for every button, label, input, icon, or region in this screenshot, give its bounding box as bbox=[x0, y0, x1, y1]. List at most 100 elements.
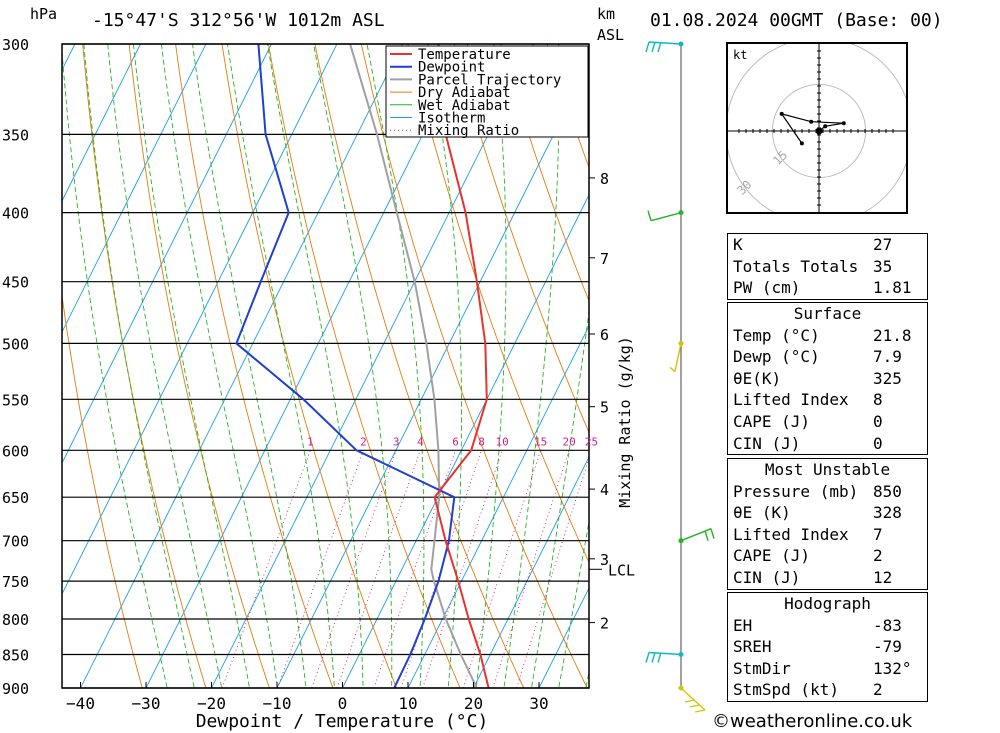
pressure-tick-label: 300 bbox=[2, 36, 29, 54]
legend-label: Isotherm bbox=[418, 111, 485, 127]
surface-dewp-value: 7.9 bbox=[873, 347, 902, 367]
x-tick-label: 20 bbox=[464, 694, 483, 713]
hodograph-point bbox=[841, 121, 846, 126]
mixing-ratio-label: 10 bbox=[495, 435, 508, 448]
mu-cin-label: CIN (J) bbox=[733, 567, 801, 587]
lcl-label: LCL bbox=[608, 561, 635, 579]
mixing-ratio-axis-label: Mixing Ratio (g/kg) bbox=[616, 336, 634, 508]
dry-adiabat-line bbox=[500, 44, 589, 303]
mixing-ratio-line bbox=[516, 456, 589, 688]
mu-li-label: Lifted Index bbox=[733, 524, 849, 544]
x-tick-label: −30 bbox=[132, 694, 161, 713]
km-unit-label: km bbox=[597, 5, 616, 23]
dry-adiabat-line bbox=[62, 292, 143, 688]
location-title: -15°47'S 312°56'W 1012m ASL bbox=[92, 10, 385, 31]
wet-adiabat-line bbox=[107, 44, 223, 688]
surface-thetae-value: 325 bbox=[873, 368, 902, 388]
x-tick-label: −40 bbox=[66, 694, 95, 713]
mu-li-value: 7 bbox=[873, 524, 883, 544]
x-tick-label: −10 bbox=[263, 694, 292, 713]
eh-label: EH bbox=[733, 615, 753, 635]
hodograph-point bbox=[799, 141, 804, 146]
surface-li-value: 8 bbox=[873, 390, 883, 410]
asl-unit-label: ASL bbox=[597, 26, 625, 44]
wind-barb-dot bbox=[678, 210, 684, 216]
mu-cape-label: CAPE (J) bbox=[733, 546, 811, 566]
isotherm-line bbox=[472, 455, 589, 688]
axes-labels: 300350400450500550600650700750800850900−… bbox=[2, 36, 635, 732]
pressure-tick-label: 400 bbox=[2, 205, 29, 223]
totals-totals-label: Totals Totals bbox=[733, 256, 859, 276]
wind-barb bbox=[647, 210, 682, 222]
stmdir-label: StmDir bbox=[733, 658, 791, 678]
wind-barb-dot bbox=[678, 340, 684, 346]
most-unstable-title: Most Unstable bbox=[764, 460, 891, 479]
wind-barb bbox=[680, 687, 706, 713]
pressure-tick-label: 450 bbox=[2, 274, 29, 292]
dry-adiabat-line bbox=[175, 44, 334, 688]
surface-cin-value: 0 bbox=[873, 433, 883, 453]
km-tick-label: 6 bbox=[600, 326, 609, 344]
k-index-value: 27 bbox=[873, 235, 893, 254]
temperature-line bbox=[433, 44, 490, 688]
wind-barb bbox=[680, 528, 715, 542]
pressure-tick-label: 650 bbox=[2, 489, 29, 507]
wind-barb bbox=[669, 343, 682, 372]
mu-pressure-label: Pressure (mb) bbox=[733, 481, 859, 501]
datetime-title: 01.08.2024 00GMT (Base: 00) bbox=[650, 10, 943, 31]
km-tick-label: 5 bbox=[600, 399, 609, 417]
dry-adiabat-line bbox=[955, 24, 1000, 701]
mu-cape-value: 2 bbox=[873, 546, 883, 566]
wet-adiabat-line bbox=[503, 44, 560, 688]
surface-cape-value: 0 bbox=[873, 411, 883, 431]
parcel-line bbox=[349, 44, 478, 688]
km-tick-label: 2 bbox=[600, 615, 609, 633]
isotherm-line bbox=[62, 44, 272, 464]
mixing-ratio-label: 3 bbox=[393, 435, 400, 448]
mixing-ratio-label: 15 bbox=[534, 435, 547, 448]
pw-value: 1.81 bbox=[873, 278, 912, 298]
site-credit[interactable]: ©weatheronline.co.uk bbox=[712, 711, 912, 732]
dry-adiabat-line bbox=[267, 44, 461, 688]
mu-pressure-value: 850 bbox=[873, 481, 902, 501]
mixing-ratio-line bbox=[336, 450, 421, 688]
legend-label: Dewpoint bbox=[418, 60, 485, 76]
mixing-ratio-line bbox=[422, 450, 503, 688]
sreh-label: SREH bbox=[733, 637, 772, 657]
dry-adiabat-line bbox=[221, 44, 397, 688]
x-tick-label: 10 bbox=[398, 694, 417, 713]
mixing-ratio-line bbox=[462, 450, 542, 688]
sreh-value: -79 bbox=[873, 637, 902, 657]
wet-adiabat-line bbox=[266, 44, 364, 688]
surface-cin-label: CIN (J) bbox=[733, 433, 801, 453]
pressure-unit-label: hPa bbox=[30, 5, 58, 23]
legend-label: Temperature bbox=[418, 47, 511, 63]
dewpoint-line bbox=[235, 44, 456, 688]
legend-label: Parcel Trajectory bbox=[418, 72, 561, 88]
wet-adiabat-line bbox=[192, 44, 307, 688]
wet-adiabat-line bbox=[475, 44, 507, 688]
surface-cape-label: CAPE (J) bbox=[733, 411, 811, 431]
hodograph-table-title: Hodograph bbox=[784, 594, 871, 613]
isotherm-line bbox=[538, 586, 589, 688]
copyright-icon: © bbox=[712, 711, 730, 732]
wind-profile bbox=[645, 41, 715, 713]
x-tick-label: −20 bbox=[197, 694, 226, 713]
x-tick-label: 30 bbox=[529, 694, 548, 713]
k-index-label: K bbox=[733, 235, 743, 254]
mu-thetae-value: 328 bbox=[873, 503, 902, 523]
km-tick-label: 3 bbox=[600, 551, 609, 569]
wet-adiabat-line bbox=[62, 45, 168, 688]
surface-li-label: Lifted Index bbox=[733, 390, 849, 410]
pressure-tick-label: 500 bbox=[2, 335, 29, 353]
site-link[interactable]: weatheronline.co.uk bbox=[730, 711, 913, 732]
mixing-ratio-label: 6 bbox=[452, 435, 459, 448]
wet-adiabat-line bbox=[558, 519, 589, 688]
stmspd-value: 2 bbox=[873, 680, 883, 700]
wet-adiabat-line bbox=[366, 44, 425, 688]
surface-thetae-label: θE(K) bbox=[733, 368, 782, 388]
pressure-tick-label: 850 bbox=[2, 647, 29, 665]
x-axis-title: Dewpoint / Temperature (°C) bbox=[196, 711, 489, 732]
